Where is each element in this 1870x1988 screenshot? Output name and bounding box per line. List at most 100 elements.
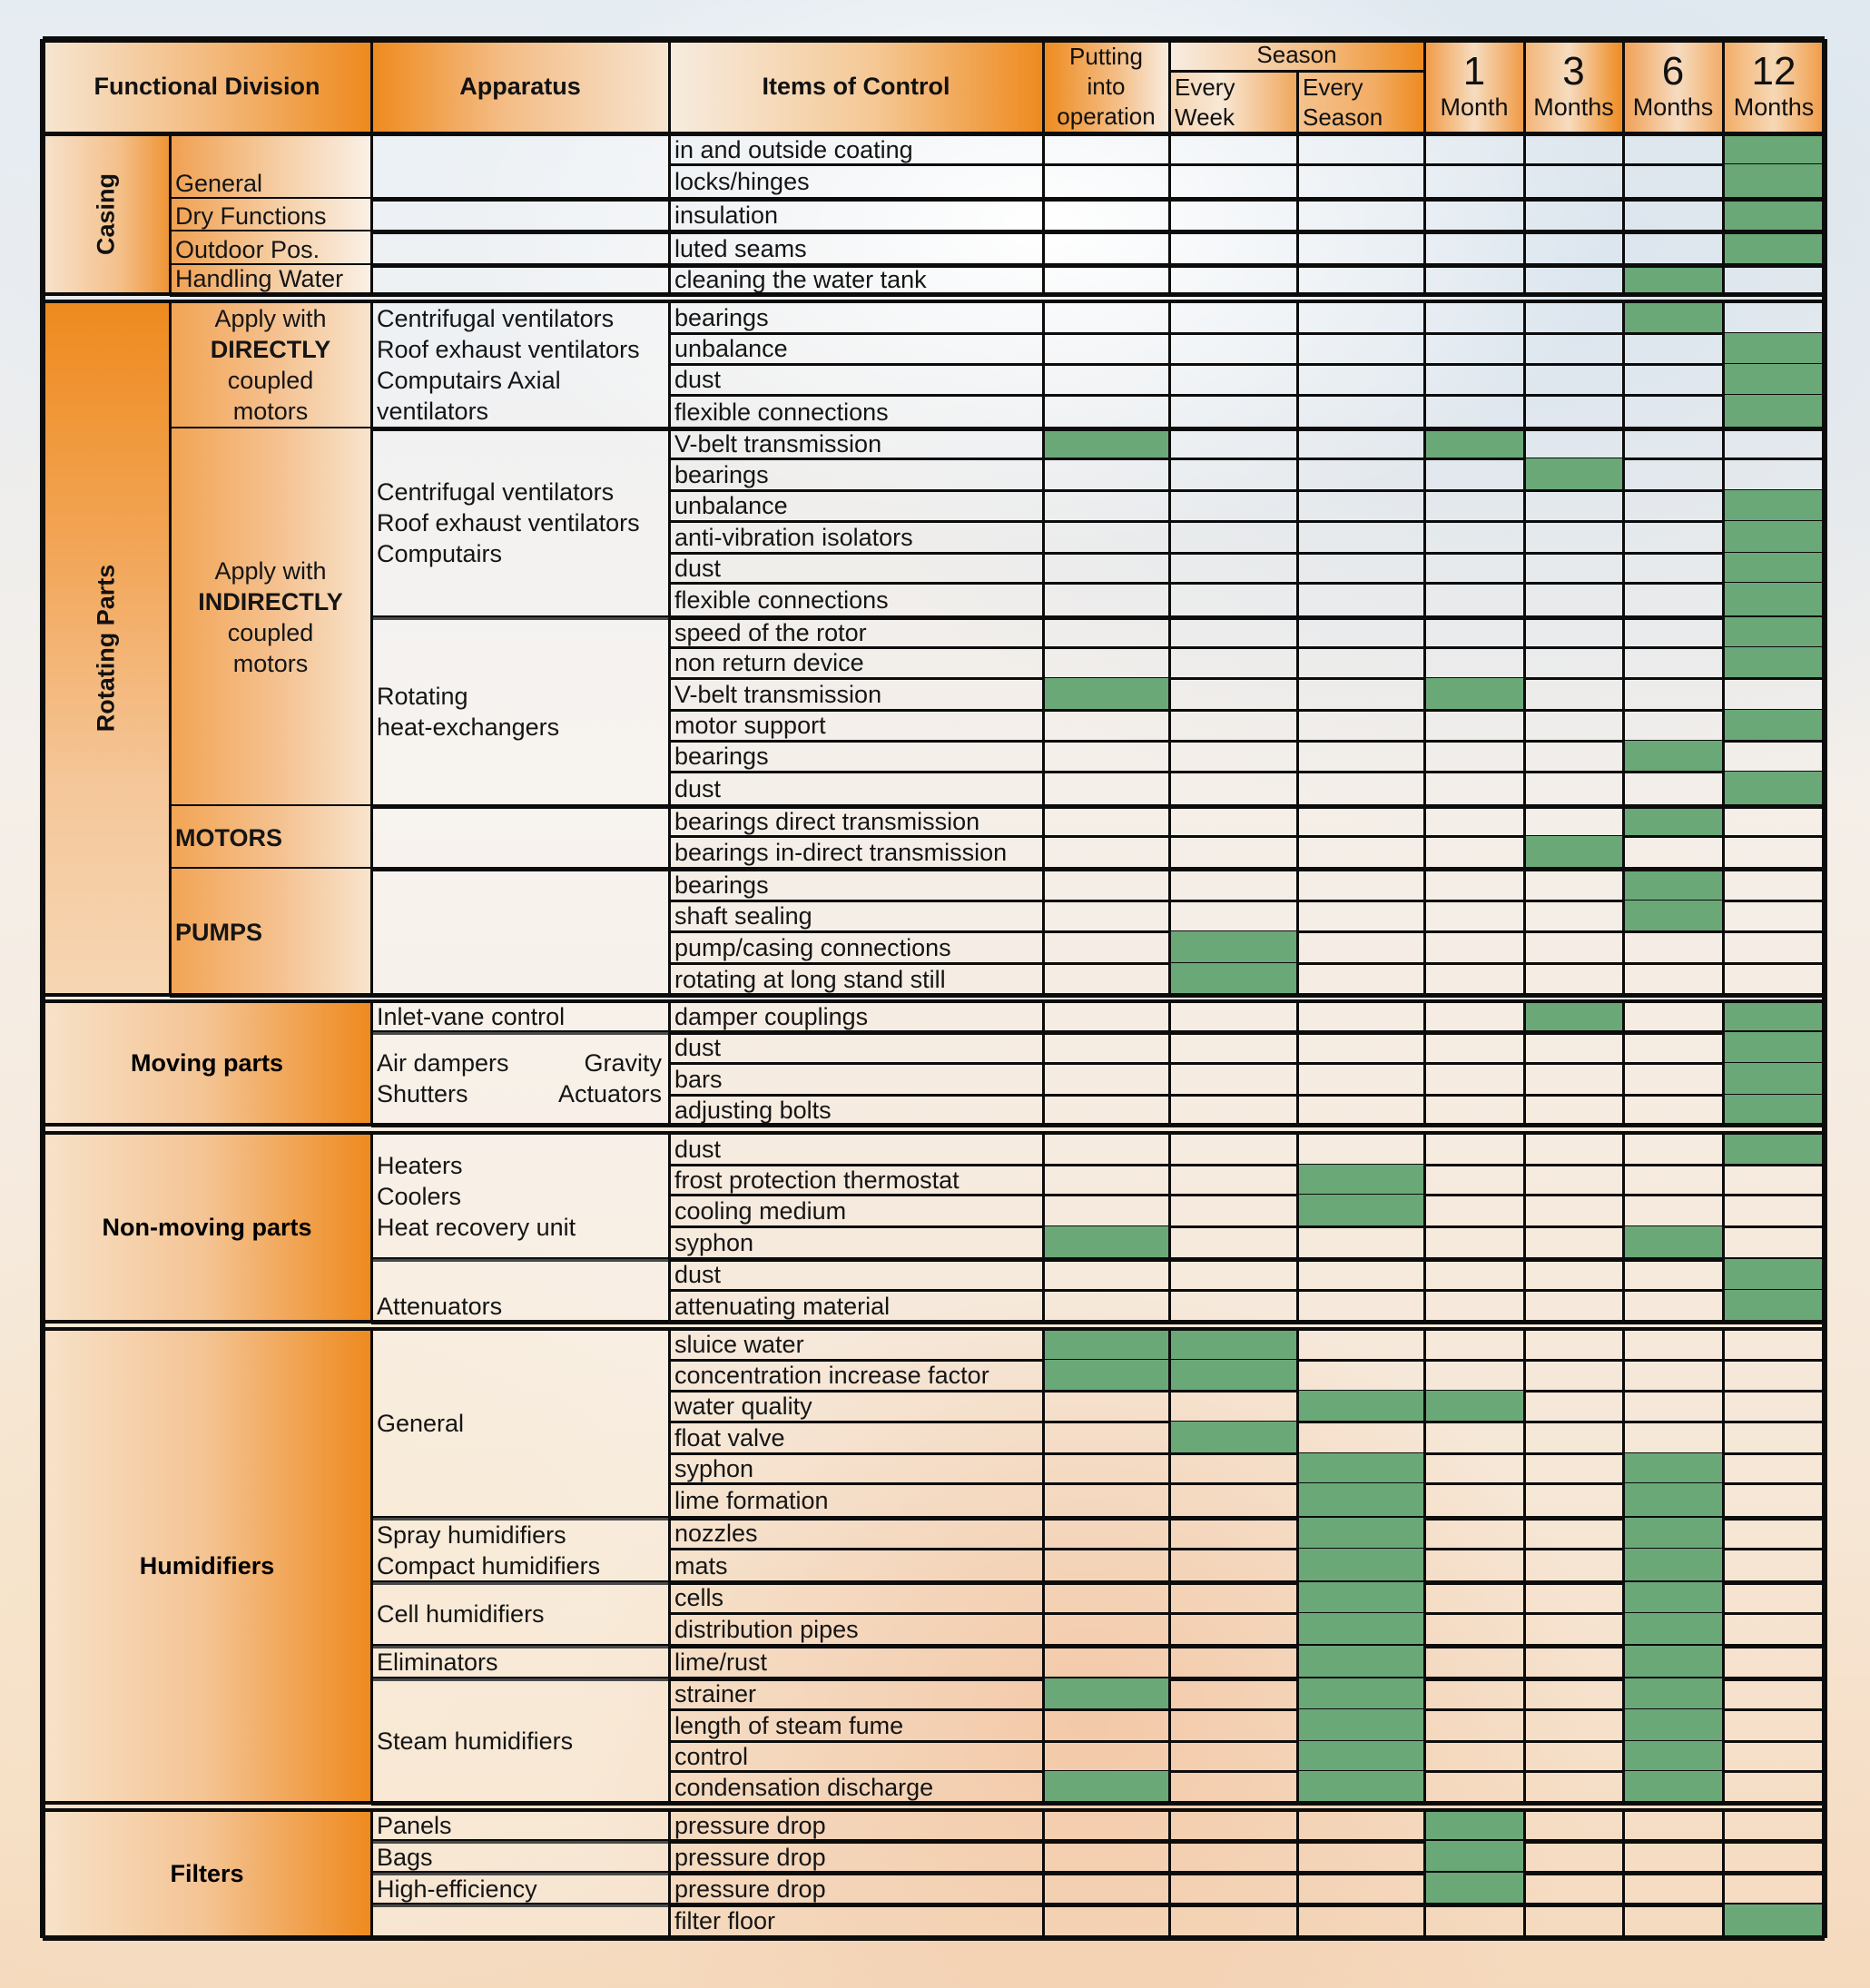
item-of-control: luted seams bbox=[674, 234, 807, 262]
subgroup-label: Apply with bbox=[214, 305, 327, 332]
item-of-control: anti-vibration isolators bbox=[674, 523, 913, 551]
subgroup-label: Handling Water bbox=[175, 265, 344, 292]
header-putting-line-2: into bbox=[1087, 72, 1126, 100]
item-of-control: adjusting bolts bbox=[674, 1096, 832, 1124]
grid-line bbox=[1296, 301, 1299, 995]
grid-line bbox=[170, 263, 1825, 268]
grid-line bbox=[43, 132, 1825, 135]
item-of-control: unbalance bbox=[674, 335, 788, 362]
table-row-item: shaft sealing bbox=[669, 901, 1043, 931]
grid-line bbox=[40, 39, 45, 1938]
table-row-item: concentration increase factor bbox=[669, 1360, 1043, 1391]
grid-line bbox=[1042, 301, 1045, 995]
apparatus-cell: Panels bbox=[371, 1810, 669, 1841]
grid-line bbox=[170, 867, 1825, 871]
table-row-item: bearings in-direct transmission bbox=[669, 836, 1043, 869]
check-cell-putting-into-operation bbox=[1043, 678, 1169, 710]
check-cell-every-season bbox=[1297, 1709, 1424, 1741]
grid-line bbox=[1423, 134, 1426, 294]
header-putting-line-3: operation bbox=[1057, 102, 1156, 130]
subgroup-label: Outdoor Pos. bbox=[175, 236, 320, 263]
item-of-control: attenuating material bbox=[674, 1292, 891, 1320]
grid-line bbox=[1296, 71, 1299, 133]
check-cell-6-months bbox=[1623, 1741, 1723, 1771]
item-of-control: syphon bbox=[674, 1454, 754, 1482]
grid-line bbox=[1523, 1329, 1526, 1803]
check-cell-12-months bbox=[1723, 1095, 1825, 1125]
grid-line bbox=[1042, 1329, 1045, 1803]
check-cell-12-months bbox=[1723, 231, 1825, 265]
grid-line bbox=[370, 134, 373, 294]
item-of-control: V-belt transmission bbox=[674, 429, 882, 458]
table-row-item: sluice water bbox=[669, 1329, 1043, 1360]
grid-line bbox=[1423, 1001, 1426, 1125]
check-cell-1-month bbox=[1424, 1810, 1524, 1841]
section-label: Casing bbox=[92, 172, 120, 256]
grid-line bbox=[1622, 1810, 1625, 1937]
section-rotating-parts: Rotating Parts bbox=[43, 301, 170, 995]
check-cell-12-months bbox=[1723, 1001, 1825, 1032]
item-of-control: distribution pipes bbox=[674, 1616, 859, 1643]
grid-line bbox=[1523, 1001, 1526, 1125]
grid-line bbox=[170, 230, 1825, 234]
header-3-months-number: 3 bbox=[1562, 48, 1585, 93]
check-cell-1-month bbox=[1424, 678, 1524, 710]
grid-line bbox=[370, 1133, 373, 1322]
table-row-item: bearings bbox=[669, 458, 1043, 490]
table-row-item: distribution pipes bbox=[669, 1613, 1043, 1646]
table-row-item: non return device bbox=[669, 647, 1043, 678]
grid-line bbox=[1622, 301, 1625, 995]
grid-line bbox=[669, 1770, 1825, 1773]
grid-line bbox=[668, 134, 671, 294]
table-row-item: syphon bbox=[669, 1453, 1043, 1483]
apparatus-label: Computairs Axial bbox=[377, 367, 561, 394]
apparatus-label: Spray humidifiers bbox=[377, 1521, 566, 1549]
grid-line bbox=[669, 1708, 1825, 1711]
check-cell-every-season bbox=[1297, 1678, 1424, 1709]
apparatus-label: Air dampers Gravity bbox=[377, 1048, 669, 1078]
item-of-control: dust bbox=[674, 554, 722, 582]
check-cell-6-months bbox=[1623, 1483, 1723, 1518]
item-of-control: insulation bbox=[674, 202, 779, 229]
subgroup-label: PUMPS bbox=[175, 918, 263, 946]
check-cell-6-months bbox=[1623, 901, 1723, 931]
subgroup-label: DIRECTLY bbox=[210, 336, 331, 363]
grid-line bbox=[1722, 1810, 1725, 1937]
grid-line bbox=[371, 1030, 1825, 1035]
grid-line bbox=[1296, 1133, 1299, 1322]
check-cell-6-months bbox=[1623, 1613, 1723, 1646]
grid-line bbox=[669, 1289, 1825, 1292]
grid-line bbox=[669, 552, 1825, 555]
table-row-item: pressure drop bbox=[669, 1841, 1043, 1873]
check-cell-every-season bbox=[1297, 1165, 1424, 1195]
grid-line bbox=[669, 1740, 1825, 1743]
grid-line bbox=[1722, 1329, 1725, 1803]
header-apparatus: Apparatus bbox=[371, 39, 669, 133]
table-row-item: length of steam fume bbox=[669, 1709, 1043, 1741]
apparatus-label: Roof exhaust ventilators bbox=[377, 509, 640, 536]
item-of-control: bearings bbox=[674, 743, 769, 770]
grid-line bbox=[668, 1001, 671, 1125]
check-cell-12-months bbox=[1723, 647, 1825, 678]
check-cell-every-week bbox=[1169, 1422, 1297, 1453]
grid-line bbox=[1523, 1133, 1526, 1322]
grid-line bbox=[43, 999, 1825, 1003]
grid-line bbox=[669, 1452, 1825, 1455]
check-cell-12-months bbox=[1723, 333, 1825, 364]
item-of-control: length of steam fume bbox=[674, 1711, 904, 1739]
check-cell-12-months bbox=[1723, 772, 1825, 806]
table-row-item: pressure drop bbox=[669, 1810, 1043, 1841]
apparatus-label: Inlet-vane control bbox=[377, 1003, 566, 1030]
table-row-item: control bbox=[669, 1741, 1043, 1771]
item-of-control: water quality bbox=[674, 1393, 812, 1420]
item-of-control: bars bbox=[674, 1065, 723, 1093]
section-filters: Filters bbox=[43, 1810, 371, 1937]
item-of-control: filter floor bbox=[674, 1907, 776, 1934]
header-3-months-label: Months bbox=[1533, 93, 1614, 121]
item-of-control: lime/rust bbox=[674, 1648, 768, 1676]
table-row-item: pump/casing connections bbox=[669, 931, 1043, 963]
grid-line bbox=[669, 163, 1825, 166]
grid-line bbox=[43, 1327, 1825, 1331]
apparatus-cell: Centrifugal ventilators Roof exhaust vent… bbox=[371, 301, 669, 428]
table-row-item: nozzles bbox=[669, 1518, 1043, 1549]
